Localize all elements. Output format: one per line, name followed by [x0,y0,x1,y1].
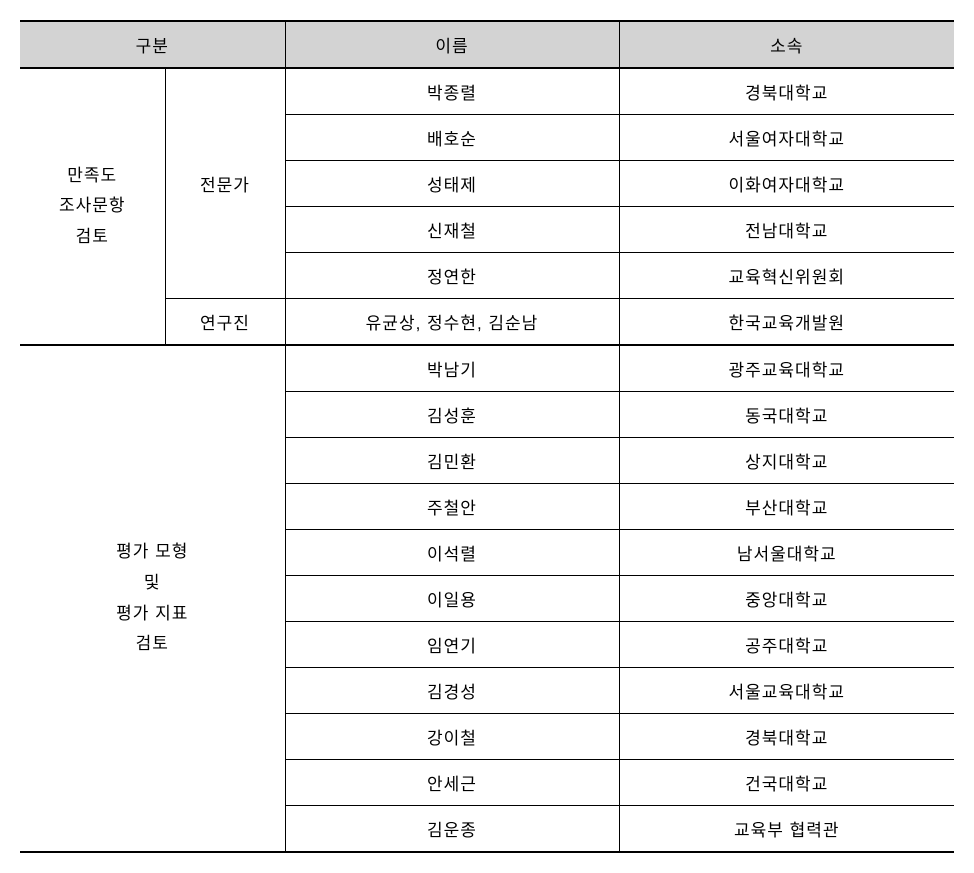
affiliation-cell: 교육혁신위원회 [619,253,954,299]
affiliation-cell: 광주교육대학교 [619,345,954,392]
category2-cell: 연구진 [165,299,285,346]
name-cell: 유균상, 정수현, 김순남 [285,299,619,346]
affiliation-cell: 경북대학교 [619,68,954,115]
name-cell: 김민환 [285,438,619,484]
affiliation-cell: 한국교육개발원 [619,299,954,346]
name-cell: 안세근 [285,760,619,806]
name-cell: 주철안 [285,484,619,530]
category1-label: 평가 모형및평가 지표검토 [116,542,188,653]
name-cell: 신재철 [285,207,619,253]
table-header: 구분 이름 소속 [20,21,954,68]
name-cell: 이일용 [285,576,619,622]
name-cell: 배호순 [285,115,619,161]
affiliation-cell: 남서울대학교 [619,530,954,576]
affiliation-cell: 이화여자대학교 [619,161,954,207]
table-row: 만족도조사문항검토 전문가 박종렬 경북대학교 [20,68,954,115]
name-cell: 박남기 [285,345,619,392]
affiliation-cell: 경북대학교 [619,714,954,760]
category1-cell: 평가 모형및평가 지표검토 [20,345,285,852]
name-cell: 임연기 [285,622,619,668]
name-cell: 박종렬 [285,68,619,115]
name-cell: 이석렬 [285,530,619,576]
affiliation-cell: 건국대학교 [619,760,954,806]
roster-table: 구분 이름 소속 만족도조사문항검토 전문가 박종렬 경북대학교 배호순 서울여… [20,20,954,853]
name-cell: 정연한 [285,253,619,299]
category2-cell: 전문가 [165,68,285,299]
category1-cell: 만족도조사문항검토 [20,68,165,345]
affiliation-cell: 중앙대학교 [619,576,954,622]
header-affiliation: 소속 [619,21,954,68]
name-cell: 김운종 [285,806,619,853]
affiliation-cell: 상지대학교 [619,438,954,484]
affiliation-cell: 교육부 협력관 [619,806,954,853]
table-row: 평가 모형및평가 지표검토 박남기 광주교육대학교 [20,345,954,392]
name-cell: 성태제 [285,161,619,207]
affiliation-cell: 동국대학교 [619,392,954,438]
affiliation-cell: 서울교육대학교 [619,668,954,714]
affiliation-cell: 공주대학교 [619,622,954,668]
header-gubun: 구분 [20,21,285,68]
affiliation-cell: 부산대학교 [619,484,954,530]
name-cell: 김경성 [285,668,619,714]
header-row: 구분 이름 소속 [20,21,954,68]
affiliation-cell: 전남대학교 [619,207,954,253]
header-name: 이름 [285,21,619,68]
table-body: 만족도조사문항검토 전문가 박종렬 경북대학교 배호순 서울여자대학교 성태제 … [20,68,954,852]
name-cell: 강이철 [285,714,619,760]
name-cell: 김성훈 [285,392,619,438]
category1-label: 만족도조사문항검토 [59,166,126,246]
affiliation-cell: 서울여자대학교 [619,115,954,161]
